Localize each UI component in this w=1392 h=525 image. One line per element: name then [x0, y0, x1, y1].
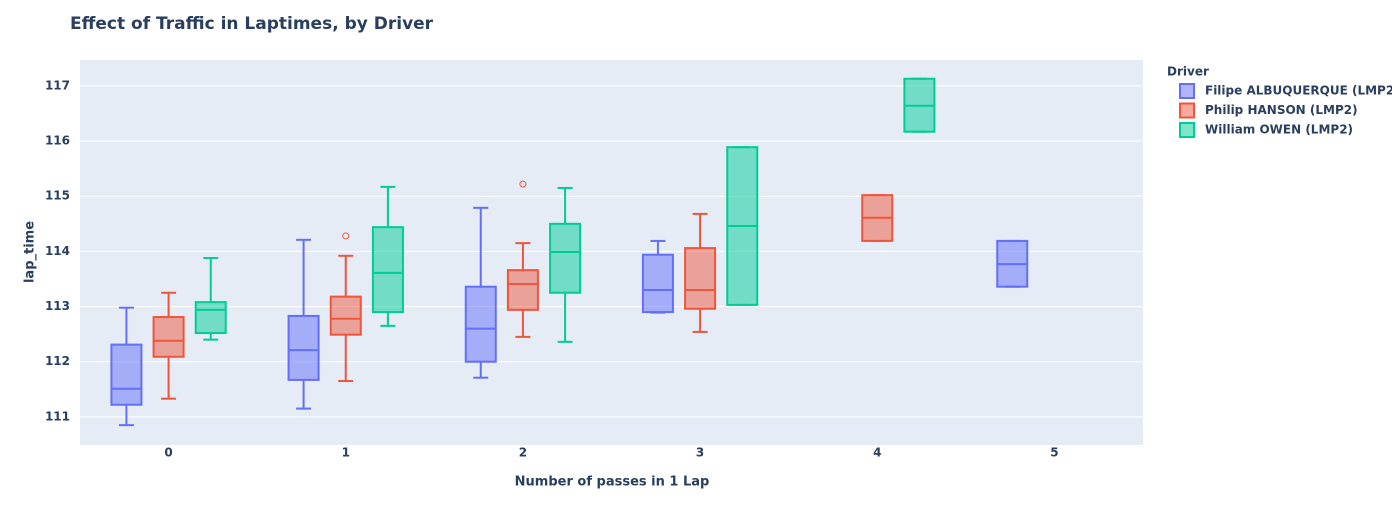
box — [684, 247, 717, 310]
legend-label[interactable]: Filipe ALBUQUERQUE (LMP2) — [1205, 84, 1392, 98]
legend-swatch[interactable] — [1179, 122, 1195, 138]
y-tick-label: 113 — [45, 299, 70, 313]
y-tick-label: 115 — [45, 189, 70, 203]
x-tick-label: 4 — [873, 446, 881, 460]
legend-label[interactable]: Philip HANSON (LMP2) — [1205, 103, 1358, 117]
x-tick-label: 3 — [696, 446, 704, 460]
box — [329, 295, 362, 336]
y-tick-label: 111 — [45, 409, 70, 423]
x-tick-label: 2 — [519, 446, 527, 460]
box — [464, 285, 497, 363]
legend-label[interactable]: William OWEN (LMP2) — [1205, 123, 1353, 137]
y-tick-label: 112 — [45, 354, 70, 368]
outlier — [342, 232, 350, 240]
box — [194, 301, 227, 335]
box — [110, 343, 143, 406]
outlier — [519, 180, 527, 188]
box — [549, 222, 582, 294]
y-tick-label: 114 — [45, 244, 70, 258]
y-tick-label: 116 — [45, 134, 70, 148]
box — [506, 269, 539, 311]
legend-title: Driver — [1167, 65, 1209, 79]
chart-title: Effect of Traffic in Laptimes, by Driver — [70, 14, 434, 34]
x-tick-label: 0 — [164, 446, 172, 460]
legend-swatch[interactable] — [1179, 83, 1195, 99]
box — [152, 316, 185, 358]
box — [287, 314, 320, 381]
y-axis-title: lap_time — [23, 221, 38, 283]
x-axis-title: Number of passes in 1 Lap — [515, 475, 710, 490]
plot-area — [80, 60, 1143, 445]
legend-swatch[interactable] — [1179, 102, 1195, 119]
x-tick-label: 1 — [342, 446, 350, 460]
box — [641, 253, 674, 314]
y-tick-label: 117 — [45, 78, 70, 92]
x-tick-label: 5 — [1050, 446, 1058, 460]
box — [371, 226, 404, 314]
